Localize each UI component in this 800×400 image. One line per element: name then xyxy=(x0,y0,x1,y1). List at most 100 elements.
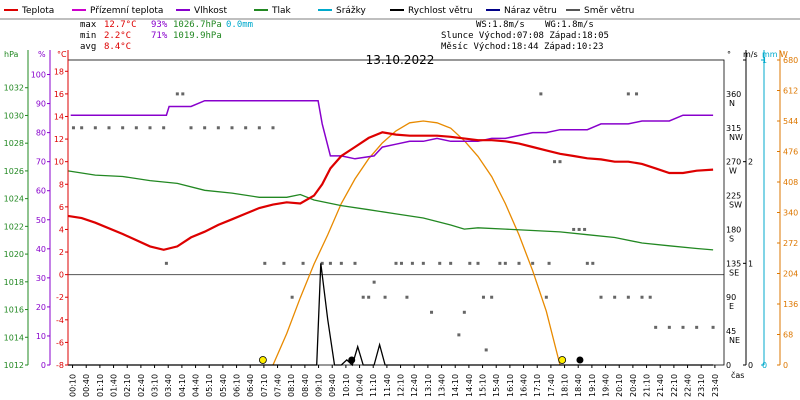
wind-dir-point xyxy=(481,295,485,299)
wind-dir-point xyxy=(654,325,658,329)
wind-dir-point xyxy=(121,126,125,130)
pct-tick-label: 0 xyxy=(41,361,46,370)
legend-item: Srážky xyxy=(336,6,367,16)
degc-tick-label: 18 xyxy=(54,67,64,76)
wind-dir-point xyxy=(517,261,521,265)
wind-dir-point xyxy=(577,227,581,231)
stats-min-hum: 71% xyxy=(151,31,168,41)
dir-tick-label: 90 xyxy=(726,293,736,302)
unit-ms: m/s xyxy=(743,50,758,59)
dir-tick-compass: S xyxy=(729,234,734,243)
pct-tick-label: 90 xyxy=(36,100,46,109)
x-tick-label: 17:10 xyxy=(533,374,542,397)
x-tick-label: 05:10 xyxy=(205,374,214,397)
wind-dir-point xyxy=(626,92,630,96)
wind-dir-point xyxy=(457,333,461,337)
x-tick-label: 22:40 xyxy=(684,374,693,397)
x-tick-label: 15:10 xyxy=(479,374,488,397)
wind-dir-point xyxy=(203,126,207,130)
unit-deg: ° xyxy=(727,50,731,59)
x-tick-label: 15:40 xyxy=(492,374,501,397)
x-tick-label: 01:40 xyxy=(110,374,119,397)
degc-tick-label: 6 xyxy=(59,203,64,212)
x-tick-label: 20:10 xyxy=(615,374,624,397)
x-tick-label: 00:10 xyxy=(69,374,78,397)
hpa-tick-label: 1016 xyxy=(4,306,24,315)
stats-max-label: max xyxy=(80,20,97,30)
x-tick-label: 10:40 xyxy=(356,374,365,397)
x-tick-label: 16:10 xyxy=(506,374,515,397)
dir-tick-compass: SW xyxy=(729,201,742,210)
wind-dir-point xyxy=(490,295,494,299)
x-tick-label: 19:40 xyxy=(602,374,611,397)
degc-tick-label: 8 xyxy=(59,180,64,189)
wind-dir-point xyxy=(681,325,685,329)
wind-dir-point xyxy=(667,325,671,329)
dir-tick-compass: E xyxy=(729,302,734,311)
wind-dir-point xyxy=(328,261,332,265)
wind-dir-point xyxy=(539,92,543,96)
wind-dir-point xyxy=(572,227,576,231)
unit-mm: mm xyxy=(762,50,778,59)
wind-dir-point xyxy=(399,261,403,265)
x-tick-label: 07:40 xyxy=(274,374,283,397)
wind-dir-point xyxy=(394,261,398,265)
wind-speed-line xyxy=(68,263,714,367)
x-tick-label: 23:40 xyxy=(711,374,720,397)
w-tick-label: 612 xyxy=(783,87,798,96)
degc-tick-label: 10 xyxy=(54,158,64,167)
hpa-tick-label: 1018 xyxy=(4,278,24,287)
x-tick-label: 23:10 xyxy=(697,374,706,397)
dir-tick-label: 360 xyxy=(726,90,741,99)
x-tick-label: 04:10 xyxy=(178,374,187,397)
w-tick-label: 68 xyxy=(783,331,793,340)
ms-tick-label: 2 xyxy=(748,158,753,167)
wind-dir-point xyxy=(531,261,535,265)
wind-dir-point xyxy=(484,348,488,352)
moon-marker xyxy=(576,356,584,364)
x-tick-label: 11:40 xyxy=(383,374,392,397)
wind-dir-point xyxy=(711,325,715,329)
w-tick-label: 340 xyxy=(783,209,798,218)
x-tick-label: 07:10 xyxy=(260,374,269,397)
x-tick-label: 13:10 xyxy=(424,374,433,397)
wind-dir-point xyxy=(558,160,562,164)
wind-dir-point xyxy=(230,126,234,130)
hpa-tick-label: 1022 xyxy=(4,222,24,231)
dir-tick-label: 225 xyxy=(726,192,741,201)
wind-dir-point xyxy=(695,325,699,329)
mm-tick-label: 1 xyxy=(762,56,767,65)
wind-dir-point xyxy=(544,295,548,299)
wind-dir-point xyxy=(134,126,138,130)
x-tick-label: 14:40 xyxy=(465,374,474,397)
degc-tick-label: 16 xyxy=(54,90,64,99)
wind-dir-point xyxy=(107,126,111,130)
x-tick-label: 11:10 xyxy=(369,374,378,397)
wind-dir-point xyxy=(421,261,425,265)
pct-tick-label: 30 xyxy=(36,274,46,283)
x-tick-label: 19:10 xyxy=(588,374,597,397)
hpa-tick-label: 1026 xyxy=(4,167,24,176)
wind-dir-point xyxy=(498,261,502,265)
ms-tick-label: 1 xyxy=(748,259,753,268)
dir-tick-label: 135 xyxy=(726,259,741,268)
dir-tick-label: 180 xyxy=(726,225,741,234)
x-tick-label: 13:40 xyxy=(438,374,447,397)
dir-tick-compass: W xyxy=(729,167,737,176)
w-tick-label: 408 xyxy=(783,178,798,187)
wind-dir-point xyxy=(626,295,630,299)
wind-dir-point xyxy=(438,261,442,265)
wind-dir-point xyxy=(189,126,193,130)
x-tick-label: 04:40 xyxy=(192,374,201,397)
wind-dir-point xyxy=(282,261,286,265)
x-tick-label: 18:10 xyxy=(561,374,570,397)
wind-dir-point xyxy=(93,126,97,130)
w-tick-label: 544 xyxy=(783,117,798,126)
x-tick-label: 20:40 xyxy=(629,374,638,397)
legend-item: Přízemní teplota xyxy=(90,6,163,16)
axes: 1012101410161018102010221024102610281030… xyxy=(4,50,798,397)
stats-max-rain: 0.0mm xyxy=(226,20,253,30)
hpa-tick-label: 1032 xyxy=(4,84,24,93)
stats-max-hum: 93% xyxy=(151,20,168,30)
stats-min-temp: 2.2°C xyxy=(104,31,131,41)
